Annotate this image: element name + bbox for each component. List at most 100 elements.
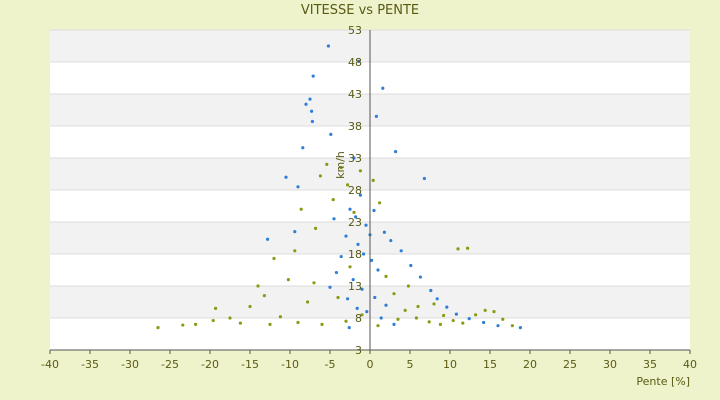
x-tick-label: 25 xyxy=(563,358,577,371)
y-tick-label: 43 xyxy=(348,88,362,101)
data-point xyxy=(211,318,215,323)
data-point xyxy=(312,281,316,285)
y-tick-label: 23 xyxy=(348,216,362,229)
data-point xyxy=(339,166,343,170)
data-point xyxy=(360,313,364,317)
data-point xyxy=(351,278,355,282)
data-point xyxy=(326,44,330,48)
data-point xyxy=(492,310,496,314)
chart-title: VITESSE vs PENTE xyxy=(301,3,419,18)
data-point xyxy=(181,323,185,327)
data-point xyxy=(356,242,360,246)
data-point xyxy=(310,109,314,113)
x-tick-label: -30 xyxy=(121,358,139,371)
data-point xyxy=(336,295,340,300)
data-point xyxy=(238,321,242,325)
data-point xyxy=(320,322,324,326)
y-tick-label: 18 xyxy=(348,248,362,261)
x-tick-label: -25 xyxy=(161,358,179,371)
data-point xyxy=(248,304,252,309)
data-point xyxy=(518,326,523,330)
data-point xyxy=(399,249,403,253)
data-point xyxy=(278,315,282,319)
y-tick-label: 28 xyxy=(348,184,362,197)
data-point xyxy=(482,320,486,325)
data-point xyxy=(483,308,487,312)
x-tick-label: 0 xyxy=(367,358,374,371)
x-tick-label: -5 xyxy=(325,358,336,371)
data-point xyxy=(308,97,312,101)
data-point xyxy=(371,178,375,182)
data-point xyxy=(438,322,442,326)
data-point xyxy=(296,185,300,189)
data-point xyxy=(466,246,470,250)
data-point xyxy=(427,320,431,324)
data-point xyxy=(325,162,329,166)
x-tick-label: 5 xyxy=(407,358,414,371)
data-point xyxy=(451,318,455,323)
data-point xyxy=(266,237,270,241)
data-point xyxy=(445,305,449,309)
data-point xyxy=(194,322,198,326)
y-tick-label: 3 xyxy=(355,344,362,357)
data-point xyxy=(355,306,359,310)
data-point xyxy=(357,59,361,63)
data-point xyxy=(456,247,460,251)
data-point xyxy=(442,313,446,318)
data-point xyxy=(461,321,465,325)
data-point xyxy=(346,183,350,187)
data-point xyxy=(334,270,338,275)
data-point xyxy=(370,258,374,262)
data-point xyxy=(228,316,232,320)
data-point xyxy=(435,297,439,301)
data-point xyxy=(403,308,407,312)
data-point xyxy=(418,275,422,279)
data-point xyxy=(296,320,300,325)
data-point xyxy=(496,324,500,328)
y-tick-label: 48 xyxy=(348,56,362,69)
data-point xyxy=(272,256,276,261)
data-point xyxy=(352,156,356,160)
data-point xyxy=(396,317,400,321)
data-point xyxy=(384,274,388,278)
data-point xyxy=(262,294,266,298)
y-tick-label: 53 xyxy=(348,24,362,37)
data-point xyxy=(474,313,478,317)
data-point xyxy=(314,226,318,230)
x-tick-label: -40 xyxy=(41,358,59,371)
y-tick-label: 13 xyxy=(348,280,362,293)
data-point xyxy=(214,306,218,310)
data-point xyxy=(284,175,288,179)
x-axis-label: Pente [%] xyxy=(636,375,690,388)
data-point xyxy=(510,324,514,328)
y-tick-label: 38 xyxy=(348,120,362,133)
data-point xyxy=(348,207,352,211)
data-point xyxy=(376,268,380,272)
x-tick-label: -15 xyxy=(241,358,259,371)
data-point xyxy=(329,132,333,136)
data-point xyxy=(422,176,426,181)
data-point xyxy=(374,114,378,118)
x-tick-label: 40 xyxy=(683,358,697,371)
data-point xyxy=(429,288,433,293)
data-point xyxy=(310,119,314,124)
data-point xyxy=(378,201,382,205)
x-tick-label: -10 xyxy=(281,358,299,371)
data-point xyxy=(344,234,348,238)
data-point xyxy=(373,295,377,300)
data-point xyxy=(406,284,410,288)
data-point xyxy=(293,230,297,234)
data-point xyxy=(384,303,388,307)
data-point xyxy=(156,326,160,330)
data-point xyxy=(362,252,366,256)
data-point xyxy=(344,319,348,323)
data-point xyxy=(392,322,396,326)
x-tick-label: 15 xyxy=(483,358,497,371)
data-point xyxy=(414,316,418,320)
data-point xyxy=(389,238,393,243)
y-tick-label: 33 xyxy=(348,152,362,165)
y-axis-label: km/h xyxy=(334,151,347,179)
data-point xyxy=(352,210,356,214)
x-tick-label: -35 xyxy=(81,358,99,371)
